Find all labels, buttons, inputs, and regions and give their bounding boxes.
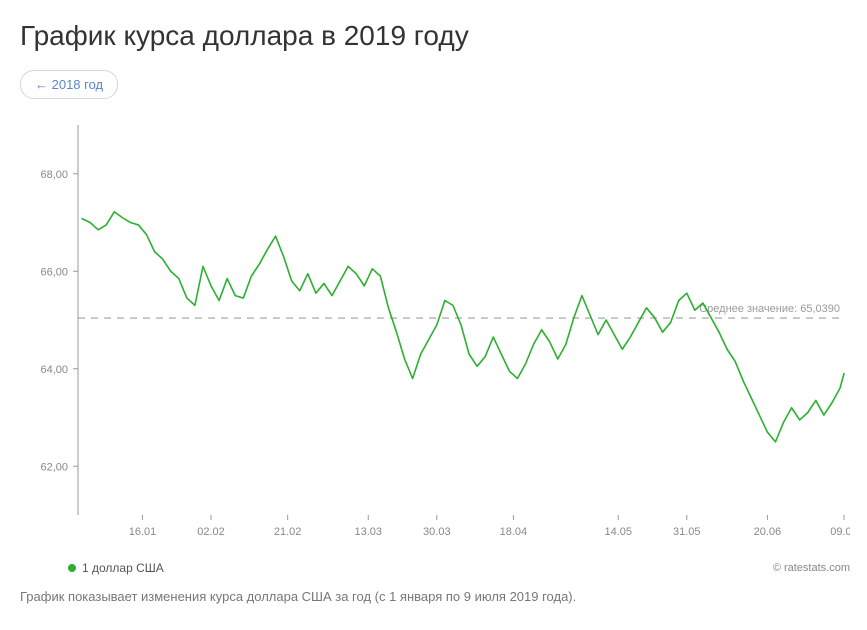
page-title: График курса доллара в 2019 году (20, 20, 847, 52)
chart-caption: График показывает изменения курса доллар… (20, 589, 847, 604)
chart-legend: 1 доллар США (68, 561, 164, 575)
svg-text:16.01: 16.01 (129, 526, 157, 538)
svg-text:20.06: 20.06 (754, 526, 782, 538)
legend-marker-icon (68, 564, 76, 572)
chart-footer: 1 доллар США © ratestats.com (20, 561, 850, 575)
legend-label: 1 доллар США (82, 561, 164, 575)
svg-text:13.03: 13.03 (355, 526, 383, 538)
exchange-rate-chart: 62,00 64,00 66,00 68,00 16.01 02.02 21.02 13.03… (20, 117, 850, 557)
svg-text:31.05: 31.05 (673, 526, 701, 538)
svg-text:Среднее значение: 65,0390: Среднее значение: 65,0390 (699, 303, 840, 315)
svg-text:62,00: 62,00 (40, 461, 68, 473)
svg-text:21.02: 21.02 (274, 526, 302, 538)
svg-text:02.02: 02.02 (197, 526, 225, 538)
svg-text:14.05: 14.05 (604, 526, 632, 538)
attribution-text: © ratestats.com (773, 562, 850, 574)
svg-text:09.07: 09.07 (830, 526, 850, 538)
svg-text:64,00: 64,00 (40, 364, 68, 376)
prev-year-button[interactable]: ← 2018 год (20, 70, 118, 99)
svg-text:18.04: 18.04 (500, 526, 528, 538)
svg-text:66,00: 66,00 (40, 266, 68, 278)
svg-text:30.03: 30.03 (423, 526, 451, 538)
svg-text:68,00: 68,00 (40, 169, 68, 181)
chart-svg: 62,00 64,00 66,00 68,00 16.01 02.02 21.02 13.03… (20, 117, 850, 557)
